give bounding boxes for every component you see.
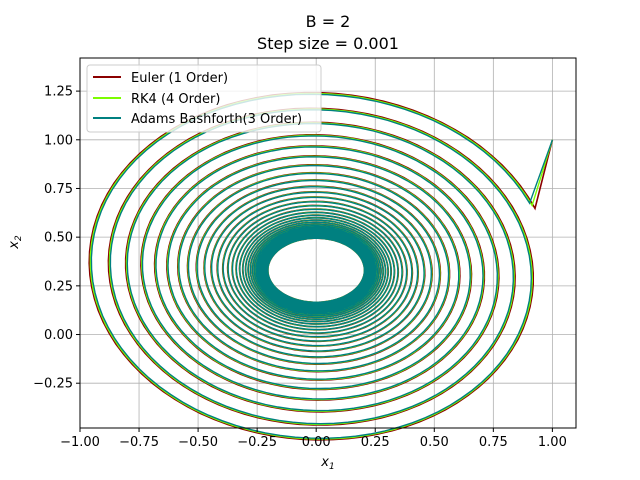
y-axis-label-main: x xyxy=(7,241,22,250)
x-tick-label: −0.50 xyxy=(178,435,218,450)
legend-label-adams: Adams Bashforth(3 Order) xyxy=(131,112,302,127)
y-tick-label: 0.00 xyxy=(44,328,73,343)
y-tick-label: 0.75 xyxy=(44,182,73,197)
x-axis-label: x1 xyxy=(320,455,334,472)
legend-label-euler: Euler (1 Order) xyxy=(131,71,228,86)
x-axis-label-sub: 1 xyxy=(329,462,335,472)
legend-label-rk4: RK4 (4 Order) xyxy=(131,92,220,107)
x-tick-label: 1.00 xyxy=(538,435,567,450)
x-axis-label-main: x xyxy=(320,455,329,470)
x-tick-label: 0.25 xyxy=(361,435,390,450)
y-tick-label: −0.25 xyxy=(33,377,73,392)
y-tick-label: 1.00 xyxy=(44,133,73,148)
x-tick-label: 0.50 xyxy=(420,435,449,450)
y-tick-label: 1.25 xyxy=(44,85,73,100)
x-tick-label: −1.00 xyxy=(60,435,100,450)
x-tick-label: 0.00 xyxy=(302,435,331,450)
series-line-adams xyxy=(90,93,554,440)
chart-title-line2: Step size = 0.001 xyxy=(257,34,399,53)
y-tick-label: 0.50 xyxy=(44,231,73,246)
axis-ticks: −1.00 −0.75 −0.50 −0.25 0.00 0.25 0.50 0.75 1.00… xyxy=(33,85,567,450)
x-tick-label: −0.75 xyxy=(119,435,159,450)
plot-frame xyxy=(79,57,577,429)
legend: Euler (1 Order) RK4 (4 Order) Adams Bash… xyxy=(86,64,322,133)
series-group xyxy=(88,91,554,441)
legend-box xyxy=(86,64,322,133)
y-axis-label-group: x2 xyxy=(7,235,24,250)
x-tick-label: −0.25 xyxy=(237,435,277,450)
x-tick-label: 0.75 xyxy=(479,435,508,450)
y-axis-label-sub: 2 xyxy=(14,235,24,241)
y-tick-label: 0.25 xyxy=(44,279,73,294)
chart-title-line1: B = 2 xyxy=(306,12,351,31)
y-axis-label: x2 xyxy=(7,235,24,250)
